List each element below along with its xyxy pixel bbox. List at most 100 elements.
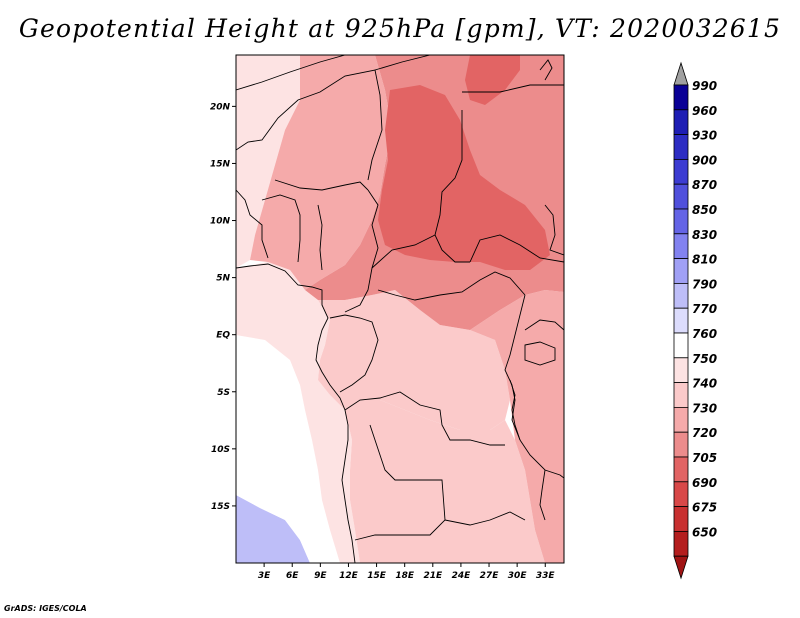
colorbar-box-13 xyxy=(673,406,689,433)
region-southwest-atlantic-low xyxy=(236,495,310,563)
lon-tick-label-3E: 3E xyxy=(258,571,271,581)
colorbar-label-830: 830 xyxy=(692,228,717,242)
colorbar-box-16 xyxy=(673,481,689,507)
colorbar-box-17 xyxy=(673,506,689,532)
border-nw-guinea xyxy=(236,189,269,259)
border-egypt-sudan xyxy=(462,84,564,93)
lat-tick-label-20N: 20N xyxy=(210,102,231,112)
grads-credit: GrADS: IGES/COLA xyxy=(4,604,87,613)
height-field xyxy=(236,55,564,563)
border-south-sudan xyxy=(469,234,564,263)
colorbar-box-0 xyxy=(673,84,689,111)
colorbar-label-990: 990 xyxy=(692,79,717,93)
border-chad-sudan xyxy=(434,110,470,263)
border-kenya-uganda xyxy=(524,319,564,331)
region-west-africa-west xyxy=(236,55,300,268)
colorbar-box-7 xyxy=(673,258,689,284)
lat-tick-label-5N: 5N xyxy=(216,274,230,284)
colorbar-label-750: 750 xyxy=(692,352,717,366)
colorbar-label-730: 730 xyxy=(692,401,717,415)
border-lake-malawi xyxy=(539,469,546,521)
border-sahara-north xyxy=(236,55,346,91)
border-ghana-burkina xyxy=(261,194,301,263)
colorbar-label-770: 770 xyxy=(692,302,717,316)
border-car-south xyxy=(377,271,526,301)
colorbar-label-720: 720 xyxy=(692,426,717,440)
colorbar-label-675: 675 xyxy=(692,501,717,515)
lat-tick-label-10N: 10N xyxy=(210,217,231,227)
lon-tick-label-24E: 24E xyxy=(452,571,472,581)
lon-tick-label-15E: 15E xyxy=(367,571,387,581)
plot-frame xyxy=(235,54,565,564)
region-southwest-atlantic-pale xyxy=(236,335,340,563)
colorbar-box-18 xyxy=(673,531,689,557)
lon-tick-label-6E: 6E xyxy=(286,571,299,581)
country-borders xyxy=(236,55,564,563)
colorbar-box-3 xyxy=(673,158,689,185)
lat-tick-label-10S: 10S xyxy=(211,445,230,455)
region-northeast-peak xyxy=(465,55,520,105)
colorbar-box-6 xyxy=(673,233,689,260)
colorbar-label-650: 650 xyxy=(692,525,717,539)
colorbar-label-760: 760 xyxy=(692,327,717,341)
border-libya-chad xyxy=(374,55,431,71)
border-ethiopia xyxy=(544,204,564,256)
lat-tick-label-5S: 5S xyxy=(217,388,230,398)
colorbar-box-8 xyxy=(673,282,689,309)
colorbar-label-790: 790 xyxy=(692,277,717,291)
border-nile-region xyxy=(539,59,553,81)
colorbar-label-705: 705 xyxy=(692,451,717,465)
colorbar-box-2 xyxy=(673,134,689,160)
border-drc-angola xyxy=(344,391,505,446)
lat-tick-label-15S: 15S xyxy=(211,502,230,512)
colorbar-box-9 xyxy=(673,307,689,334)
border-angola-zambia xyxy=(354,424,446,541)
colorbar-label-740: 740 xyxy=(692,377,717,391)
colorbar-box-12 xyxy=(673,382,689,408)
border-mali-niger xyxy=(236,69,383,181)
colorbar-label-850: 850 xyxy=(692,203,717,217)
region-east-africa xyxy=(470,290,564,563)
colorbar-box-1 xyxy=(673,109,689,136)
coastline-west-africa xyxy=(236,263,356,563)
border-niger-nigeria xyxy=(274,179,369,191)
border-car-north xyxy=(371,234,436,269)
region-sudan-chad-core xyxy=(378,85,550,270)
border-lake-tanganyika xyxy=(509,379,521,441)
lon-tick-label-33E: 33E xyxy=(536,571,556,581)
colorbar-label-870: 870 xyxy=(692,178,717,192)
colorbar-top-arrow xyxy=(673,61,689,86)
region-sahara-central xyxy=(250,55,392,290)
lon-tick-label-12E: 12E xyxy=(339,571,359,581)
lat-tick-label-EQ: EQ xyxy=(216,331,230,341)
region-congo-basin xyxy=(318,290,510,430)
colorbar-box-11 xyxy=(673,357,689,383)
border-togo-benin xyxy=(317,204,323,271)
border-lake-victoria xyxy=(524,341,556,366)
colorbar-label-900: 900 xyxy=(692,153,717,167)
colorbar-label-960: 960 xyxy=(692,104,717,118)
chart-title: Geopotential Height at 925hPa [gpm], VT:… xyxy=(18,14,782,43)
lat-tick-label-15N: 15N xyxy=(210,159,231,169)
colorbar: 990 960 930 900 870 850 830 810 790 770 760 750 740 7… xyxy=(673,61,717,580)
region-angola-zambia xyxy=(345,400,545,563)
colorbar-label-930: 930 xyxy=(692,129,717,143)
lon-tick-label-9E: 9E xyxy=(314,571,327,581)
colorbar-label-810: 810 xyxy=(692,253,717,267)
colorbar-box-5 xyxy=(673,208,689,235)
colorbar-box-10 xyxy=(673,332,689,359)
colorbar-box-14 xyxy=(673,431,689,458)
colorbar-box-4 xyxy=(673,183,689,210)
colorbar-label-690: 690 xyxy=(692,476,717,490)
border-nigeria-cameroon xyxy=(344,189,379,313)
border-gabon-congo xyxy=(329,314,379,393)
colorbar-box-15 xyxy=(673,456,689,483)
border-zambia-zimbabwe xyxy=(444,511,526,526)
region-gulf-of-guinea xyxy=(236,262,360,563)
colorbar-bottom-arrow xyxy=(673,555,689,580)
lon-tick-label-27E: 27E xyxy=(480,571,500,581)
lon-tick-label-30E: 30E xyxy=(508,571,528,581)
map-axes: 3E 6E 9E 12E 15E 18E 21E 24E 27E 30E 33E 20N 15N 10N 5… xyxy=(210,54,565,581)
lon-tick-label-18E: 18E xyxy=(395,571,415,581)
